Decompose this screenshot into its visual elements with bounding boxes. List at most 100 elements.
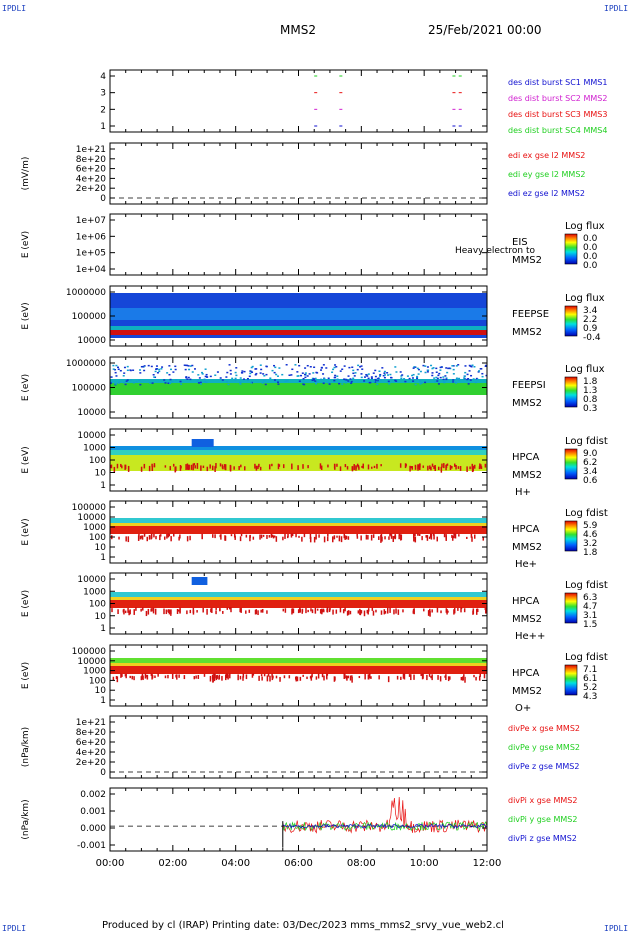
colorbar-title: Log flux [565,221,605,232]
heatmap-speckle [189,378,192,381]
y-tick-label: 10000 [77,408,106,418]
heatmap-speckle [122,375,125,377]
instrument-label: He++ [515,631,545,642]
heatmap-speckle [139,383,142,386]
heatmap-speckle [430,364,433,367]
y-tick-label: 1e+21 [76,718,106,728]
heatmap-speckle [145,610,148,617]
heatmap-speckle [159,534,162,537]
heatmap-speckle [142,607,144,611]
heatmap-speckle [133,609,135,615]
heatmap-speckle [245,534,248,538]
heatmap-speckle [371,607,374,611]
heatmap-speckle [234,371,237,374]
heatmap-speckle [221,464,224,469]
heatmap-speckle [347,375,350,377]
heatmap-speckle [473,366,476,368]
heatmap-speckle [343,673,346,678]
heatmap-speckle [437,383,440,385]
heatmap-speckle [447,676,450,682]
heatmap-speckle [214,374,217,376]
heatmap-speckle [419,380,422,382]
heatmap-speckle [123,372,126,374]
corner-logo-br: IPDLI [604,924,629,933]
heatmap-speckle [209,464,211,469]
heatmap-speckle [243,370,246,373]
heatmap-speckle [117,368,120,371]
heatmap-speckle [179,610,181,613]
heatmap-speckle [432,367,435,369]
heatmap-speckle [442,376,445,378]
heatmap-speckle [129,609,131,615]
legend-entry: divPe z gse MMS2 [508,762,579,771]
heatmap-speckle [259,372,262,374]
heatmap-speckle [175,466,177,472]
heatmap-speckle [184,364,187,367]
heatmap-speckle [341,383,344,385]
heatmap-speckle [344,607,346,612]
heatmap-speckle [301,372,304,374]
heatmap-speckle [284,533,286,539]
heatmap-speckle [255,465,258,471]
heatmap-speckle [261,382,264,384]
heatmap-speckle [387,380,390,383]
y-tick-label: -0.001 [77,841,106,851]
heatmap-speckle [213,673,215,679]
heatmap-speckle [290,533,293,537]
heatmap-speckle [276,375,279,377]
heatmap-speckle [341,368,344,370]
heatmap-speckle [320,378,323,381]
heatmap-band-yellow [110,523,487,526]
heatmap-speckle [125,380,128,382]
colorbar [564,520,578,552]
heatmap-speckle [443,463,445,469]
heatmap-speckle [309,533,312,540]
heatmap-speckle [311,379,314,382]
heatmap-speckle [376,378,379,381]
heatmap-overlay-label: Heavy electron to [455,246,535,256]
heatmap-speckle [401,374,404,376]
series-line [282,821,488,832]
y-tick-label: 4 [100,72,106,82]
heatmap-speckle [435,371,438,373]
heatmap-speckle [428,536,431,539]
heatmap-speckle [389,373,392,376]
heatmap-speckle [110,464,112,468]
heatmap-speckle [296,371,299,373]
heatmap-speckle [453,608,456,614]
heatmap-speckle [138,379,141,381]
heatmap-speckle [334,374,337,377]
heatmap-speckle [339,370,342,372]
panel-frame [109,69,488,133]
y-tick-label: 100000 [72,503,107,513]
colorbar-tick-label: 7.1 [583,665,597,675]
heatmap-speckle [360,610,363,614]
heatmap-speckle [309,676,312,679]
heatmap-speckle [473,674,475,678]
x-tick-label: 04:00 [221,858,250,869]
heatmap-speckle [463,375,466,377]
heatmap-speckle [344,535,346,540]
heatmap-speckle [187,376,190,379]
heatmap-speckle [382,374,385,377]
heatmap-speckle [454,463,456,467]
heatmap-speckle [201,533,203,539]
heatmap-speckle [411,466,414,470]
heatmap-speckle [286,380,289,382]
x-tick-label: 00:00 [96,858,125,869]
legend-entry: des dist burst SC4 MMS4 [508,126,607,135]
header-datetime: 25/Feb/2021 00:00 [428,23,542,37]
heatmap-speckle [323,536,326,543]
heatmap-speckle [243,466,246,471]
y-tick-label: 1 [100,696,106,706]
heatmap-speckle [113,368,116,371]
heatmap-speckle [380,534,382,538]
heatmap-speckle [193,368,196,370]
y-tick-label: 4e+20 [76,748,107,758]
heatmap-speckle [448,367,451,369]
heatmap-speckle [142,675,144,681]
heatmap-speckle [472,378,475,380]
heatmap-speckle [143,369,146,372]
heatmap-speckle [349,378,352,380]
heatmap-speckle [124,464,126,470]
